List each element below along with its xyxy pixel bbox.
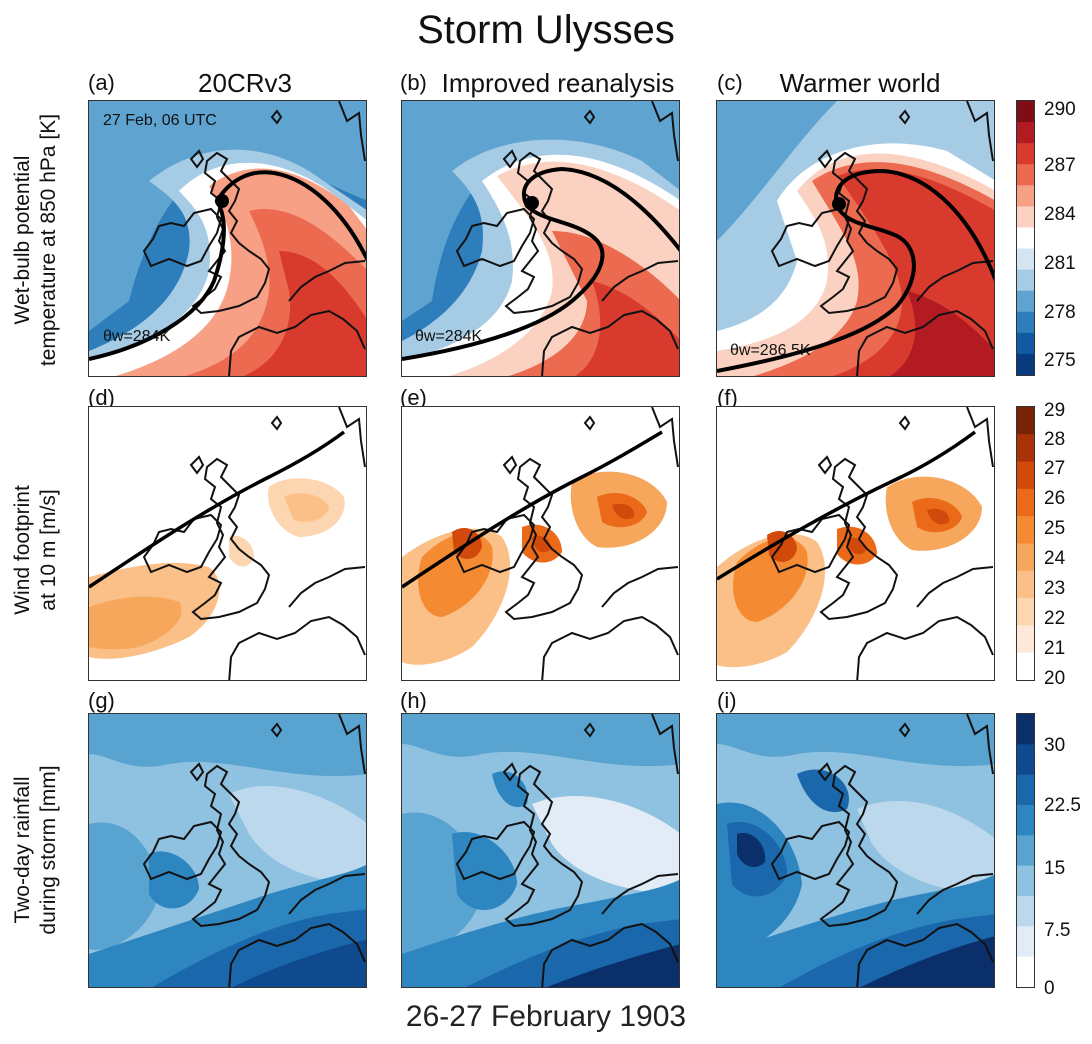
colorbar-theta-w (1016, 100, 1035, 376)
figure-footer-date: 26-27 February 1903 (405, 1000, 687, 1033)
colorbar-0-swatch-6 (1017, 227, 1034, 250)
colorbar-1-swatch-1 (1017, 434, 1034, 463)
colorbar-2-swatch-5 (1017, 865, 1034, 897)
colorbar-2-swatch-7 (1017, 926, 1034, 958)
theta-annotation-a: θw=284K (103, 328, 171, 345)
colorbar-2-swatch-8 (1017, 956, 1034, 988)
colorbar-1-swatch-6 (1017, 570, 1034, 599)
cbar2-tick-25: 25 (1044, 518, 1066, 539)
panel-label-d: (d) (88, 385, 115, 410)
row-label-theta-w: Wet-bulb potential temperature at 850 hP… (11, 113, 60, 367)
colorbar-0-swatch-0 (1017, 101, 1034, 123)
cbar2-tick-20: 20 (1044, 668, 1066, 689)
colorbar-1-swatch-7 (1017, 598, 1034, 626)
column-title-warmer-world: Warmer world (779, 68, 941, 98)
cbar1-tick-281: 281 (1044, 253, 1076, 274)
colorbar-2-swatch-4 (1017, 835, 1034, 867)
panel-label-h: (h) (400, 688, 427, 713)
panel-label-e: (e) (400, 385, 427, 410)
colorbar-2-swatch-1 (1017, 744, 1034, 776)
colorbar-2-swatch-6 (1017, 896, 1034, 927)
colorbar-1-swatch-9 (1017, 652, 1034, 681)
colorbar-0-swatch-7 (1017, 248, 1034, 271)
cbar1-tick-290: 290 (1044, 99, 1076, 120)
colorbar-1-swatch-0 (1017, 407, 1034, 435)
cbar2-tick-22: 22 (1044, 608, 1066, 629)
cbar2-tick-24: 24 (1044, 548, 1066, 569)
panel-label-f: (f) (717, 385, 738, 410)
theta-annotation-c: θw=286.5K (730, 342, 811, 359)
map-i-rain-warmer (716, 713, 995, 988)
colorbar-2-swatch-3 (1017, 805, 1034, 836)
map-a-theta-w-20crv3 (88, 100, 367, 377)
map-d-wind-20crv3 (88, 406, 367, 681)
colorbar-1-swatch-4 (1017, 516, 1034, 544)
cbar1-tick-278: 278 (1044, 302, 1076, 323)
colorbar-rain (1016, 713, 1035, 988)
cbar2-tick-26: 26 (1044, 488, 1066, 509)
timestamp-annotation: 27 Feb, 06 UTC (103, 112, 217, 129)
cbar3-tick-7-5: 7.5 (1044, 920, 1071, 941)
column-title-improved-reanalysis: Improved reanalysis (441, 68, 675, 98)
panel-label-a: (a) (88, 70, 115, 95)
colorbar-0-swatch-2 (1017, 143, 1034, 165)
cbar2-tick-28: 28 (1044, 429, 1066, 450)
cbar1-tick-275: 275 (1044, 350, 1076, 371)
panel-label-b: (b) (400, 70, 427, 95)
colorbar-1-swatch-3 (1017, 488, 1034, 517)
colorbar-1-swatch-5 (1017, 543, 1034, 572)
colorbar-0-swatch-4 (1017, 185, 1034, 207)
colorbar-2-swatch-2 (1017, 774, 1034, 806)
colorbar-0-swatch-1 (1017, 122, 1034, 144)
row-label-wind: Wind footprint at 10 m [m/s] (11, 485, 60, 615)
cbar2-tick-29: 29 (1044, 400, 1066, 421)
figure-title: Storm Ulysses (417, 8, 675, 52)
cbar3-tick-30: 30 (1044, 735, 1066, 756)
map-c-theta-w-warmer (716, 100, 995, 377)
colorbar-0-swatch-12 (1017, 353, 1034, 376)
colorbar-1-swatch-8 (1017, 625, 1034, 654)
cbar1-tick-284: 284 (1044, 204, 1076, 225)
row-label-rain: Two-day rainfall during storm [mm] (11, 765, 60, 935)
map-e-wind-improved (401, 406, 680, 681)
panel-label-c: (c) (717, 70, 743, 95)
cbar1-tick-287: 287 (1044, 155, 1076, 176)
colorbar-0-swatch-8 (1017, 269, 1034, 292)
colorbar-0-swatch-11 (1017, 332, 1034, 355)
map-h-rain-improved (401, 713, 680, 988)
map-g-rain-20crv3 (88, 713, 367, 988)
colorbar-wind (1016, 406, 1035, 681)
cbar3-tick-22-5: 22.5 (1044, 795, 1081, 816)
colorbar-0-swatch-10 (1017, 311, 1034, 334)
cbar3-tick-0: 0 (1044, 978, 1055, 999)
colorbar-0-swatch-9 (1017, 290, 1034, 313)
theta-annotation-b: θw=284K (415, 328, 483, 345)
cbar2-tick-21: 21 (1044, 638, 1066, 659)
colorbar-0-swatch-3 (1017, 164, 1034, 186)
cbar3-tick-15: 15 (1044, 858, 1066, 879)
colorbar-0-swatch-5 (1017, 206, 1034, 228)
map-b-theta-w-improved (401, 100, 680, 377)
panel-label-g: (g) (88, 688, 115, 713)
cbar2-tick-23: 23 (1044, 578, 1066, 599)
map-f-wind-warmer (716, 406, 995, 681)
cbar2-tick-27: 27 (1044, 458, 1066, 479)
colorbar-2-swatch-0 (1017, 714, 1034, 745)
panel-label-i: (i) (717, 688, 737, 713)
column-title-20crv3: 20CRv3 (198, 68, 292, 98)
colorbar-1-swatch-2 (1017, 461, 1034, 490)
